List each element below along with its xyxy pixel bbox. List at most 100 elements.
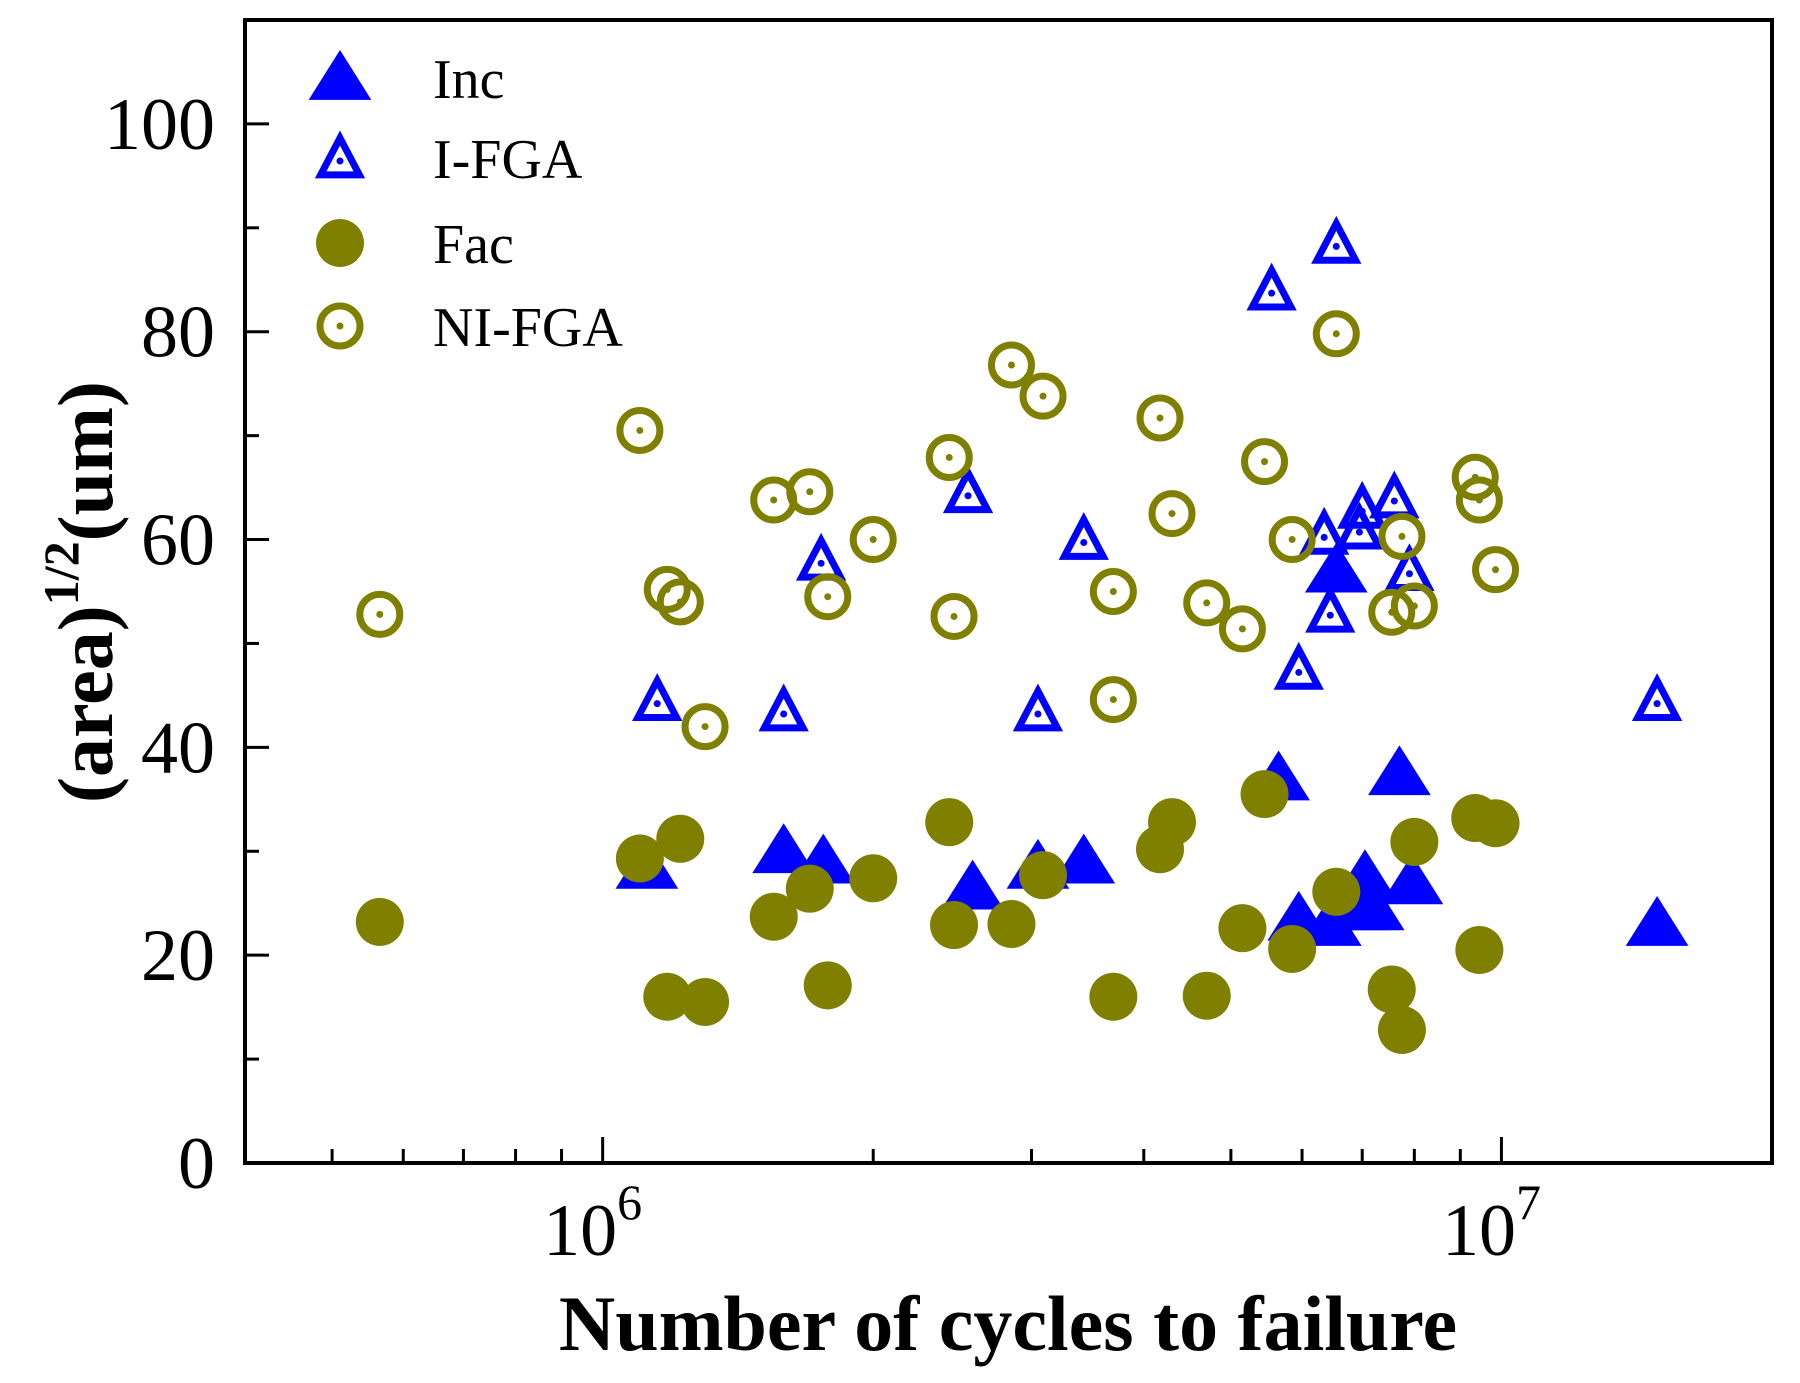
data-point <box>803 961 852 1010</box>
data-point <box>1089 568 1137 615</box>
data-point <box>1012 683 1064 732</box>
data-point <box>941 859 1004 910</box>
legend-item: I-FGA <box>314 129 583 191</box>
data-point <box>1455 925 1504 974</box>
y-tick-label: 60 <box>141 500 215 582</box>
data-point <box>1246 262 1297 311</box>
data-point <box>1183 579 1231 627</box>
x-axis-title: Number of cycles to failure <box>559 1280 1457 1367</box>
data-point <box>849 516 897 564</box>
svg-text:(area)1/2(um): (area)1/2(um) <box>33 381 129 803</box>
y-axis-title-sup: 1/2 <box>33 541 89 605</box>
legend-marker <box>316 219 364 267</box>
legend-label: NI-FGA <box>433 297 623 359</box>
data-point <box>758 683 809 732</box>
x-tick-label: 106 <box>543 1174 642 1272</box>
axis-ticks <box>245 18 1774 1165</box>
data-point <box>752 823 816 874</box>
data-point <box>1378 512 1426 560</box>
data-points <box>355 215 1689 1054</box>
data-point <box>1241 438 1289 486</box>
y-tick-label: 100 <box>104 84 215 166</box>
data-point <box>1312 310 1360 358</box>
data-point <box>1089 676 1137 724</box>
data-point <box>1312 867 1361 916</box>
legend-item: Inc <box>308 49 505 111</box>
data-point <box>1380 854 1444 905</box>
y-axis-title-unit: (um) <box>42 381 129 541</box>
legend-label: I-FGA <box>433 129 583 191</box>
data-point <box>1148 798 1197 847</box>
data-point <box>1273 641 1324 690</box>
x-tick-labels: 106 107 <box>543 1174 1541 1272</box>
data-point <box>1089 972 1138 1021</box>
data-point <box>795 532 847 581</box>
data-point <box>1305 584 1356 633</box>
data-point <box>1019 851 1068 900</box>
x-tick-label: 107 <box>1442 1174 1541 1272</box>
data-point <box>925 798 974 847</box>
data-point <box>987 900 1036 949</box>
data-point <box>615 834 664 883</box>
legend: Inc I-FGA Fac NI-FGA <box>308 49 623 359</box>
data-point <box>1052 833 1116 884</box>
data-point <box>632 673 683 721</box>
data-point <box>1311 215 1362 264</box>
data-point <box>1377 1005 1426 1054</box>
data-point <box>616 406 664 454</box>
data-point <box>681 703 729 751</box>
data-point <box>804 573 852 621</box>
data-point <box>987 341 1035 389</box>
y-axis-title-main: (area) <box>42 605 129 803</box>
data-point <box>1390 817 1439 866</box>
data-point <box>1471 799 1520 848</box>
data-point <box>930 901 979 950</box>
data-point <box>1304 542 1368 593</box>
data-point <box>356 590 404 638</box>
legend-item: NI-FGA <box>316 297 623 359</box>
data-point <box>925 433 973 481</box>
y-tick-labels: 0 20 40 60 80 100 <box>104 84 215 1205</box>
data-point <box>1341 880 1405 931</box>
data-point <box>1136 394 1184 442</box>
series-inc <box>615 542 1689 946</box>
y-tick-label: 40 <box>141 707 215 789</box>
data-point <box>749 892 798 941</box>
data-point <box>930 592 978 640</box>
data-point <box>1240 770 1289 819</box>
data-point <box>681 977 730 1026</box>
data-point <box>1367 965 1416 1014</box>
data-point <box>1625 896 1689 946</box>
data-point <box>1268 924 1317 973</box>
data-point <box>1019 372 1067 420</box>
data-point <box>1390 582 1438 630</box>
y-tick-label: 80 <box>141 292 215 374</box>
data-point <box>849 854 898 903</box>
legend-marker <box>314 130 366 179</box>
data-point <box>1182 971 1231 1020</box>
data-point <box>1268 516 1316 564</box>
data-point <box>1337 480 1388 529</box>
data-point <box>656 578 704 626</box>
data-point <box>1058 512 1109 560</box>
plot-frame <box>243 18 1774 1165</box>
data-point <box>1631 673 1683 721</box>
data-point <box>1218 904 1267 953</box>
data-point <box>942 465 994 514</box>
y-tick-label: 20 <box>141 915 215 997</box>
data-point <box>643 972 692 1021</box>
data-point <box>1455 476 1503 524</box>
legend-label: Inc <box>433 49 505 111</box>
data-point <box>1368 745 1431 796</box>
data-point <box>355 897 404 946</box>
data-point <box>656 814 705 863</box>
legend-label: Fac <box>433 214 514 276</box>
data-point <box>1148 490 1196 538</box>
data-point <box>1298 896 1362 946</box>
legend-marker <box>316 302 364 350</box>
series-fac <box>355 770 1520 1054</box>
y-tick-label: 0 <box>178 1123 215 1205</box>
data-point <box>1369 470 1420 519</box>
data-point <box>1218 605 1266 653</box>
